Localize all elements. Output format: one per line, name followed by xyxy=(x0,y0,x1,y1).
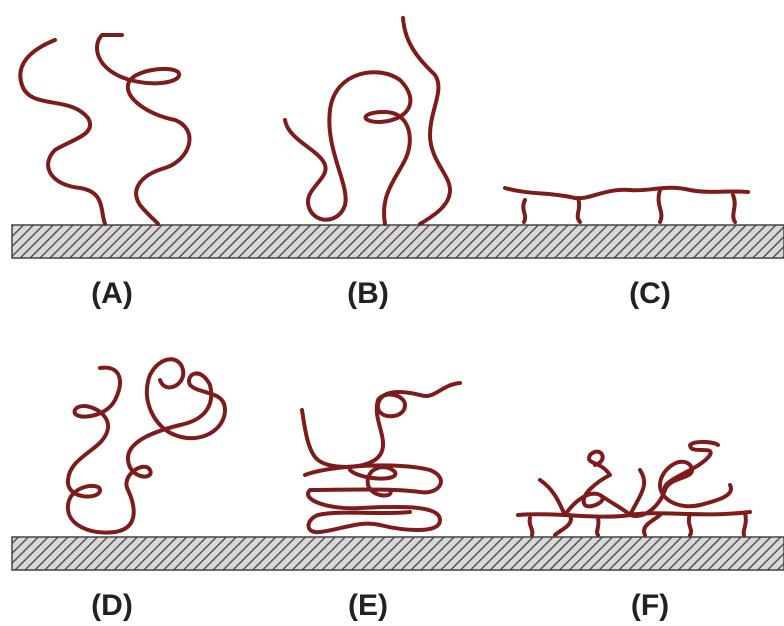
surface xyxy=(12,537,784,570)
polymer-chain xyxy=(540,442,731,516)
polymer-chain xyxy=(285,72,410,224)
panel-label: (A) xyxy=(91,277,133,310)
surface xyxy=(12,225,784,258)
panel-label: (E) xyxy=(348,589,388,622)
panel-label: (D) xyxy=(91,589,133,622)
polymer-chain xyxy=(305,465,441,532)
polymer-chain xyxy=(20,40,105,224)
panel-label: (C) xyxy=(629,277,671,310)
panel-label: (B) xyxy=(347,277,389,310)
polymer-chain xyxy=(68,368,180,533)
polymer-chain xyxy=(147,359,225,438)
panel-label: (F) xyxy=(631,589,669,622)
page: (A) (B) (C) (D) (E) (F) (() => { const d… xyxy=(0,0,784,626)
polymer-chain xyxy=(302,383,460,467)
diagram: (A) (B) (C) (D) (E) (F) xyxy=(0,0,784,626)
polymer-chain xyxy=(97,35,189,224)
polymer-chain xyxy=(403,18,450,224)
polymer-chain xyxy=(505,188,748,199)
